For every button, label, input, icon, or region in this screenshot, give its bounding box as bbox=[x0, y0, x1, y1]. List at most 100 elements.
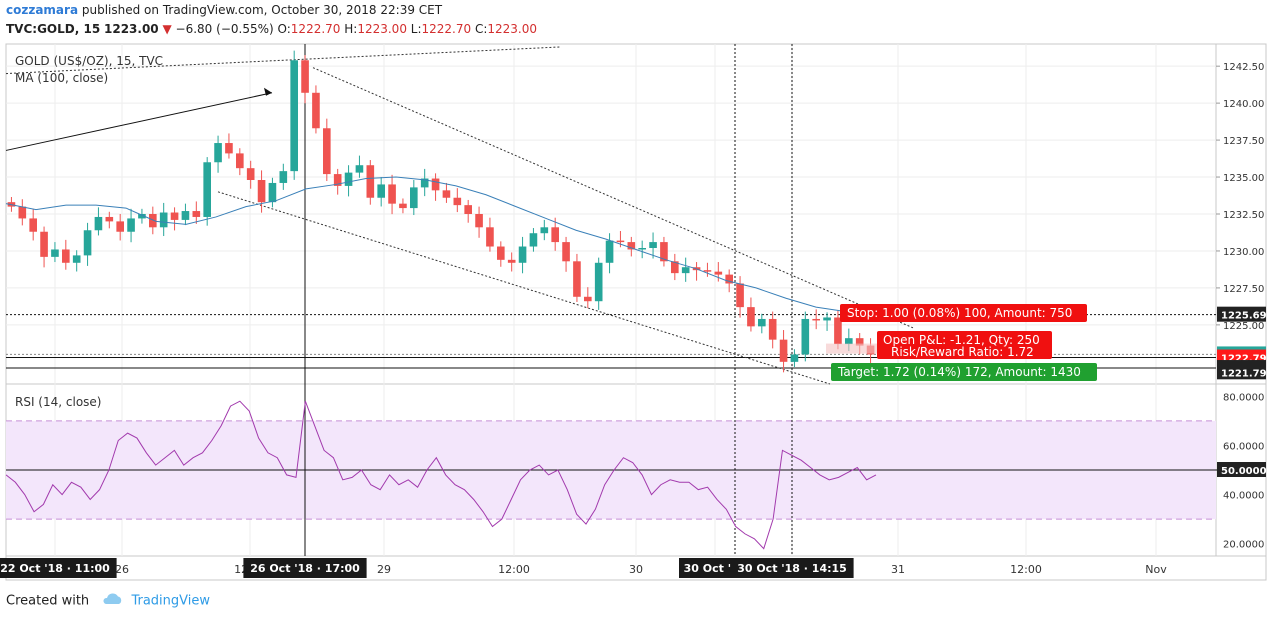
candle-body bbox=[377, 184, 385, 198]
candle-body bbox=[94, 216, 103, 231]
pnl-label: Open P&L: -1.21, Qty: 250 bbox=[883, 333, 1040, 347]
rsi-line bbox=[5, 400, 877, 550]
candle-body bbox=[649, 242, 657, 248]
time-axis-marker-bg bbox=[730, 558, 854, 578]
candle-body bbox=[660, 242, 668, 262]
candle-body bbox=[703, 270, 712, 272]
rsi-tick-label: 20.0000 bbox=[1223, 540, 1264, 551]
last-price: 1223.00 bbox=[104, 22, 159, 36]
close-value: 1223.00 bbox=[487, 22, 538, 36]
down-arrow-icon: ▼ bbox=[162, 22, 172, 36]
rsi-tick-label: 60.0000 bbox=[1223, 441, 1264, 452]
low-label: L: bbox=[410, 22, 422, 36]
candle-body bbox=[801, 318, 810, 355]
arrow-line bbox=[5, 92, 273, 151]
stop-label: Stop: 1.00 (0.08%) 100, Amount: 750 bbox=[847, 306, 1072, 320]
author-name[interactable]: cozzamara bbox=[6, 3, 79, 17]
candle-body bbox=[638, 248, 646, 250]
time-axis-tick-label: 29 bbox=[377, 563, 391, 576]
candle-body bbox=[138, 214, 146, 219]
candle-body bbox=[812, 318, 820, 321]
price-axis-label: 1225.69 bbox=[1221, 311, 1267, 322]
candle-body bbox=[29, 218, 37, 232]
candle-body bbox=[529, 233, 538, 247]
publish-header: cozzamara published on TradingView.com, … bbox=[6, 3, 442, 17]
ma-legend: MA (100, close) bbox=[15, 71, 108, 85]
candle-body bbox=[192, 211, 201, 217]
time-axis-tick-label: 12:00 bbox=[498, 563, 530, 576]
ma-line bbox=[5, 176, 877, 314]
candle-body bbox=[246, 168, 255, 180]
publish-info: published on TradingView.com, October 30… bbox=[81, 3, 443, 17]
candle-body bbox=[768, 318, 777, 340]
candle-body bbox=[105, 216, 114, 222]
high-label: H: bbox=[344, 22, 358, 36]
candle-body bbox=[442, 190, 451, 198]
time-axis-marker-label: 30 Oct '18 · 14:15 bbox=[737, 562, 847, 575]
candle-body bbox=[116, 221, 124, 232]
channel-upper-line bbox=[312, 67, 914, 329]
time-axis-tick-label: 26 bbox=[115, 563, 129, 576]
candle-body bbox=[388, 184, 396, 204]
candle-body bbox=[681, 267, 690, 274]
candle-body bbox=[420, 178, 429, 188]
candle-body bbox=[72, 255, 81, 263]
candle-body bbox=[170, 212, 179, 220]
main-legend-title: GOLD (US$/OZ), 15, TVC bbox=[15, 54, 163, 68]
price-tick-label: 1230.00 bbox=[1223, 247, 1264, 258]
risk-reward-label: Risk/Reward Ratio: 1.72 bbox=[891, 345, 1034, 359]
target-label: Target: 1.72 (0.14%) 172, Amount: 1430 bbox=[837, 365, 1081, 379]
candle-body bbox=[410, 187, 418, 209]
pnl-label-bg bbox=[877, 331, 1052, 359]
candle-body bbox=[475, 214, 483, 228]
stop-label-bg bbox=[840, 304, 1087, 322]
candle-body bbox=[51, 249, 59, 257]
high-value: 1223.00 bbox=[357, 22, 407, 36]
candle-body bbox=[236, 153, 244, 169]
candle-body bbox=[323, 128, 331, 175]
price-tick-label: 1235.00 bbox=[1223, 173, 1264, 184]
tradingview-cloud-icon bbox=[101, 593, 123, 609]
price-axis-label-bg bbox=[1217, 306, 1266, 322]
price-axis-label-bg bbox=[1217, 364, 1266, 380]
candle-body bbox=[714, 271, 723, 275]
candle-body bbox=[431, 178, 440, 191]
candle-body bbox=[779, 339, 788, 362]
candle-body bbox=[747, 307, 755, 327]
candle-body bbox=[736, 283, 744, 308]
candle-body bbox=[344, 172, 353, 186]
candle-body bbox=[453, 197, 462, 206]
open-label: O: bbox=[277, 22, 291, 36]
candle-body bbox=[790, 354, 799, 362]
candle-body bbox=[18, 206, 27, 219]
candle-body bbox=[464, 205, 472, 214]
candle-body bbox=[301, 60, 309, 93]
candle-body bbox=[181, 211, 190, 220]
rsi-tick-label: 80.0000 bbox=[1223, 392, 1264, 403]
low-value: 1222.70 bbox=[421, 22, 472, 36]
candle-body bbox=[507, 259, 516, 263]
price-axis-label: 1222.79 bbox=[1221, 354, 1267, 365]
candle-body bbox=[671, 261, 679, 274]
symbol-name: TVC:GOLD, 15 bbox=[6, 22, 101, 36]
candle-body bbox=[40, 231, 48, 257]
price-tick-label: 1225.00 bbox=[1223, 321, 1264, 332]
candle-body bbox=[834, 317, 842, 345]
price-change: −6.80 (−0.55%) bbox=[175, 22, 274, 36]
price-tick-label: 1242.50 bbox=[1223, 62, 1264, 73]
candle-body bbox=[845, 338, 853, 345]
time-axis-marker-label: 22 Oct '18 · 11:00 bbox=[0, 562, 110, 575]
time-axis-tick-label: 12:00 bbox=[1010, 563, 1042, 576]
time-axis-tick-label: 30 bbox=[629, 563, 643, 576]
price-tick-label: 1227.50 bbox=[1223, 284, 1264, 295]
footer: Created with TradingView bbox=[6, 593, 210, 609]
candle-body bbox=[627, 242, 636, 250]
candle-body bbox=[605, 240, 614, 263]
candle-body bbox=[540, 227, 549, 234]
tradingview-brand-link[interactable]: TradingView bbox=[131, 593, 210, 609]
candle-body bbox=[225, 143, 233, 154]
candle-body bbox=[758, 318, 766, 327]
candle-body bbox=[268, 182, 277, 203]
rsi-tick-label: 40.0000 bbox=[1223, 491, 1264, 502]
